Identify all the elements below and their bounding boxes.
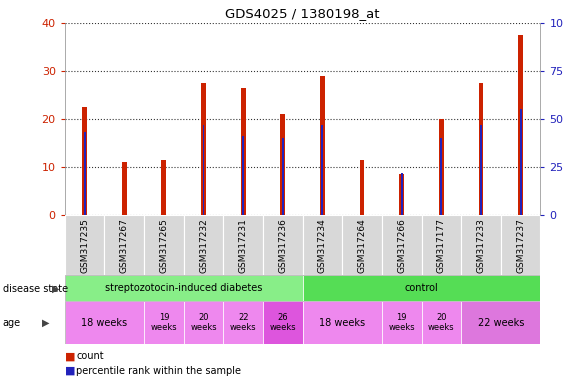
Bar [263, 215, 303, 275]
Text: ■: ■ [65, 366, 75, 376]
Text: GSM317235: GSM317235 [80, 218, 89, 273]
Text: 20
weeks: 20 weeks [428, 313, 455, 332]
Text: 20
weeks: 20 weeks [190, 313, 217, 332]
Text: GSM317234: GSM317234 [318, 218, 327, 273]
Text: GSM317232: GSM317232 [199, 218, 208, 273]
Bar [382, 215, 422, 275]
Text: GSM317177: GSM317177 [437, 218, 446, 273]
Bar [282, 138, 284, 215]
Bar [479, 83, 484, 215]
Title: GDS4025 / 1380198_at: GDS4025 / 1380198_at [225, 7, 380, 20]
Bar [501, 215, 540, 275]
Text: age: age [3, 318, 21, 328]
Bar [342, 215, 382, 275]
Bar [162, 160, 166, 215]
Bar [399, 174, 404, 215]
Bar [401, 173, 403, 215]
Text: streptozotocin-induced diabetes: streptozotocin-induced diabetes [105, 283, 262, 293]
Bar [263, 301, 303, 344]
Bar [144, 215, 184, 275]
Text: disease state: disease state [3, 284, 68, 294]
Bar [203, 125, 204, 215]
Text: GSM317233: GSM317233 [476, 218, 485, 273]
Bar [241, 88, 245, 215]
Bar [65, 301, 144, 344]
Bar [65, 275, 303, 301]
Bar [480, 125, 482, 215]
Text: 22
weeks: 22 weeks [230, 313, 257, 332]
Text: 18 weeks: 18 weeks [319, 318, 365, 328]
Text: control: control [405, 283, 439, 293]
Text: GSM317265: GSM317265 [159, 218, 168, 273]
Bar [360, 160, 364, 215]
Bar [519, 35, 523, 215]
Bar [303, 275, 540, 301]
Bar [382, 301, 422, 344]
Bar [520, 109, 522, 215]
Bar [184, 301, 224, 344]
Bar [82, 107, 87, 215]
Bar [439, 119, 444, 215]
Bar [122, 162, 127, 215]
Bar [280, 114, 285, 215]
Bar [144, 301, 184, 344]
Bar [83, 132, 86, 215]
Text: 19
weeks: 19 weeks [150, 313, 177, 332]
Bar [104, 215, 144, 275]
Bar [242, 136, 244, 215]
Bar [320, 76, 325, 215]
Bar [422, 215, 461, 275]
Text: percentile rank within the sample: percentile rank within the sample [76, 366, 241, 376]
Bar [303, 215, 342, 275]
Bar [461, 301, 540, 344]
Bar [224, 301, 263, 344]
Text: ▶: ▶ [42, 318, 50, 328]
Text: 22 weeks: 22 weeks [477, 318, 524, 328]
Bar [184, 215, 224, 275]
Text: GSM317231: GSM317231 [239, 218, 248, 273]
Text: ▶: ▶ [52, 284, 59, 294]
Text: GSM317237: GSM317237 [516, 218, 525, 273]
Text: count: count [76, 351, 104, 361]
Bar [65, 215, 104, 275]
Text: GSM317266: GSM317266 [397, 218, 406, 273]
Text: 19
weeks: 19 weeks [388, 313, 415, 332]
Text: 18 weeks: 18 weeks [81, 318, 127, 328]
Text: GSM317264: GSM317264 [358, 218, 367, 273]
Bar [201, 83, 206, 215]
Text: GSM317236: GSM317236 [278, 218, 287, 273]
Bar [224, 215, 263, 275]
Bar [321, 125, 323, 215]
Bar [440, 138, 443, 215]
Bar [422, 301, 461, 344]
Bar [461, 215, 501, 275]
Text: GSM317267: GSM317267 [120, 218, 129, 273]
Text: ■: ■ [65, 351, 75, 361]
Bar [303, 301, 382, 344]
Text: 26
weeks: 26 weeks [270, 313, 296, 332]
